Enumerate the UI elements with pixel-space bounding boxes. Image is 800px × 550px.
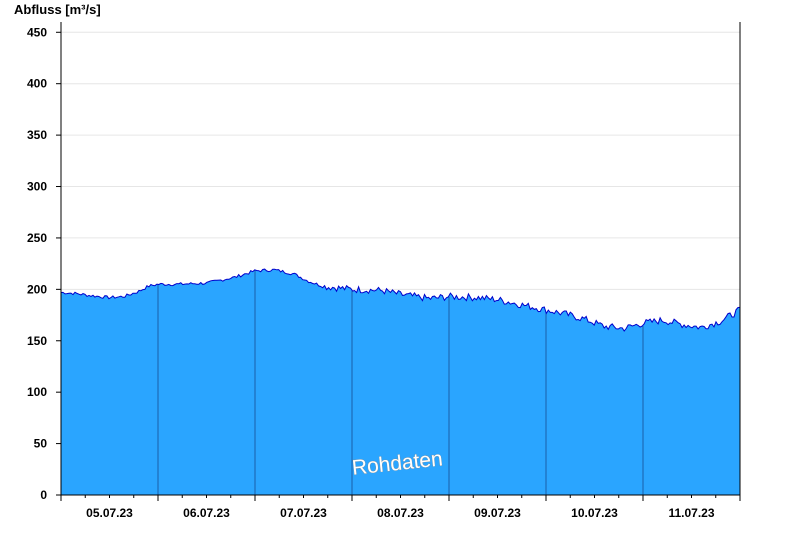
x-tick-label: 07.07.23 (280, 506, 327, 520)
y-ticks: 0 50 100 150 200 250 300 350 400 450 (27, 25, 61, 502)
discharge-line (60, 268, 741, 332)
day-separators (157, 269, 644, 495)
x-tick-label: 06.07.23 (183, 506, 230, 520)
y-tick-label: 250 (27, 231, 47, 245)
y-tick-label: 150 (27, 334, 47, 348)
x-ticks: 05.07.23 06.07.23 07.07.23 08.07.23 09.07.23… (60, 495, 741, 520)
y-tick-label: 450 (27, 25, 47, 39)
y-tick-label: 200 (27, 282, 47, 296)
y-tick-label: 300 (27, 180, 47, 194)
x-tick-label: 05.07.23 (86, 506, 133, 520)
y-axis-label: Abfluss [m³/s] (14, 2, 101, 17)
discharge-area (61, 269, 740, 495)
x-tick-label: 10.07.23 (571, 506, 618, 520)
y-tick-label: 0 (40, 488, 47, 502)
y-tick-label: 100 (27, 385, 47, 399)
x-tick-label: 11.07.23 (668, 506, 714, 520)
y-tick-label: 50 (34, 437, 48, 451)
y-tick-label: 350 (27, 128, 47, 142)
x-tick-label: 09.07.23 (474, 506, 521, 520)
x-tick-label: 08.07.23 (377, 506, 424, 520)
y-tick-label: 400 (27, 77, 47, 91)
